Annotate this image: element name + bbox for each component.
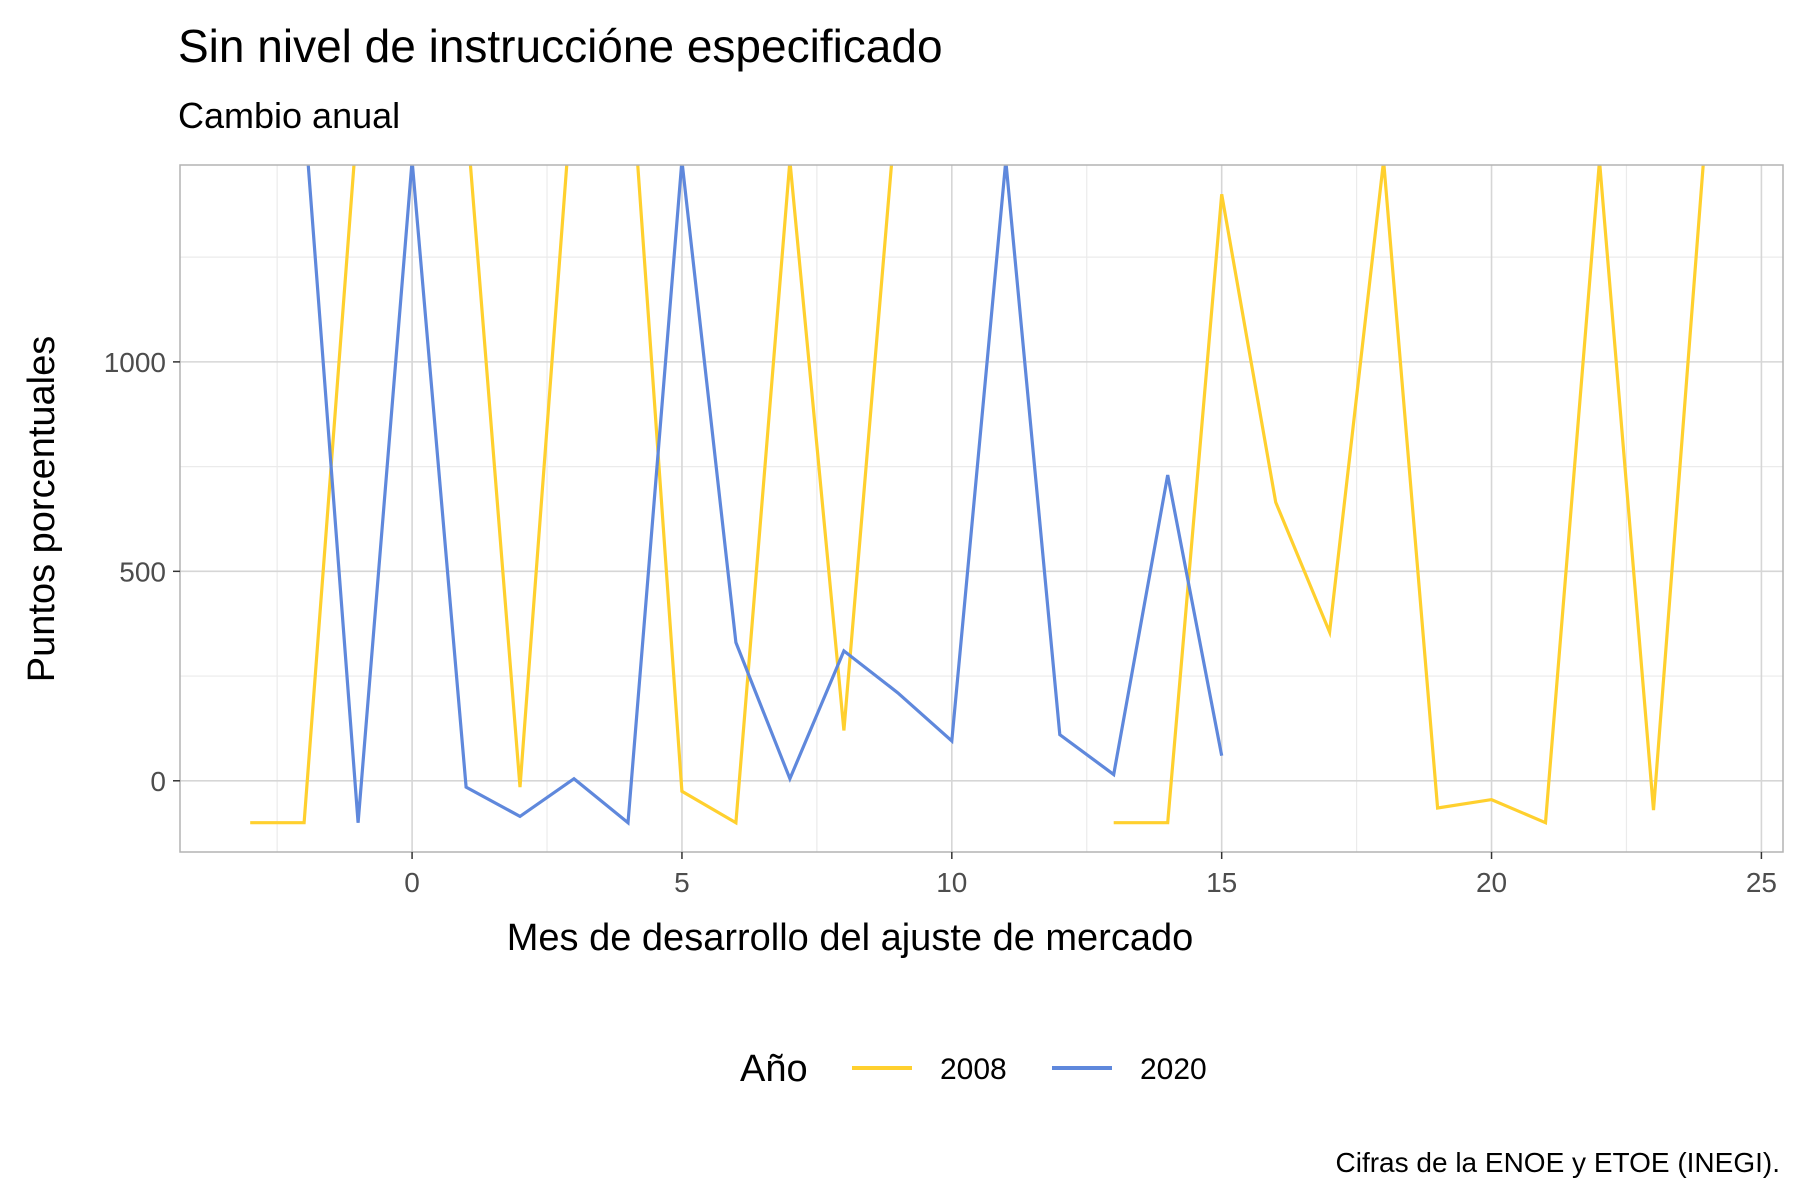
panel-border <box>179 164 1784 853</box>
ticks: 0 5 10 15 20 25 0 500 1000 <box>104 347 1777 898</box>
chart-title: Sin nivel de instruccióne especificado <box>178 20 943 72</box>
x-tick-label: 5 <box>674 867 690 898</box>
legend-title: Año <box>740 1048 808 1090</box>
y-tick-label: 0 <box>150 766 166 797</box>
x-tick-label: 10 <box>936 867 967 898</box>
legend: Año 2008 2020 <box>740 1048 1207 1090</box>
series-lines <box>250 165 1705 826</box>
y-tick-label: 1000 <box>104 347 166 378</box>
chart-subtitle: Cambio anual <box>178 95 400 136</box>
grid <box>180 165 1783 852</box>
x-axis-title: Mes de desarrollo del ajuste de mercado <box>507 917 1194 959</box>
series-line-2020 <box>306 165 1224 826</box>
x-tick-label: 20 <box>1476 867 1507 898</box>
x-tick-label: 25 <box>1746 867 1777 898</box>
caption: Cifras de la ENOE y ETOE (INEGI). <box>1336 1147 1780 1178</box>
y-tick-label: 500 <box>119 556 166 587</box>
x-tick-label: 15 <box>1206 867 1237 898</box>
legend-label-2008: 2008 <box>940 1053 1007 1086</box>
series-line-2008 <box>1113 165 1705 826</box>
legend-label-2020: 2020 <box>1140 1053 1207 1086</box>
x-tick-label: 0 <box>404 867 420 898</box>
y-axis-title: Puntos porcentuales <box>21 336 63 682</box>
